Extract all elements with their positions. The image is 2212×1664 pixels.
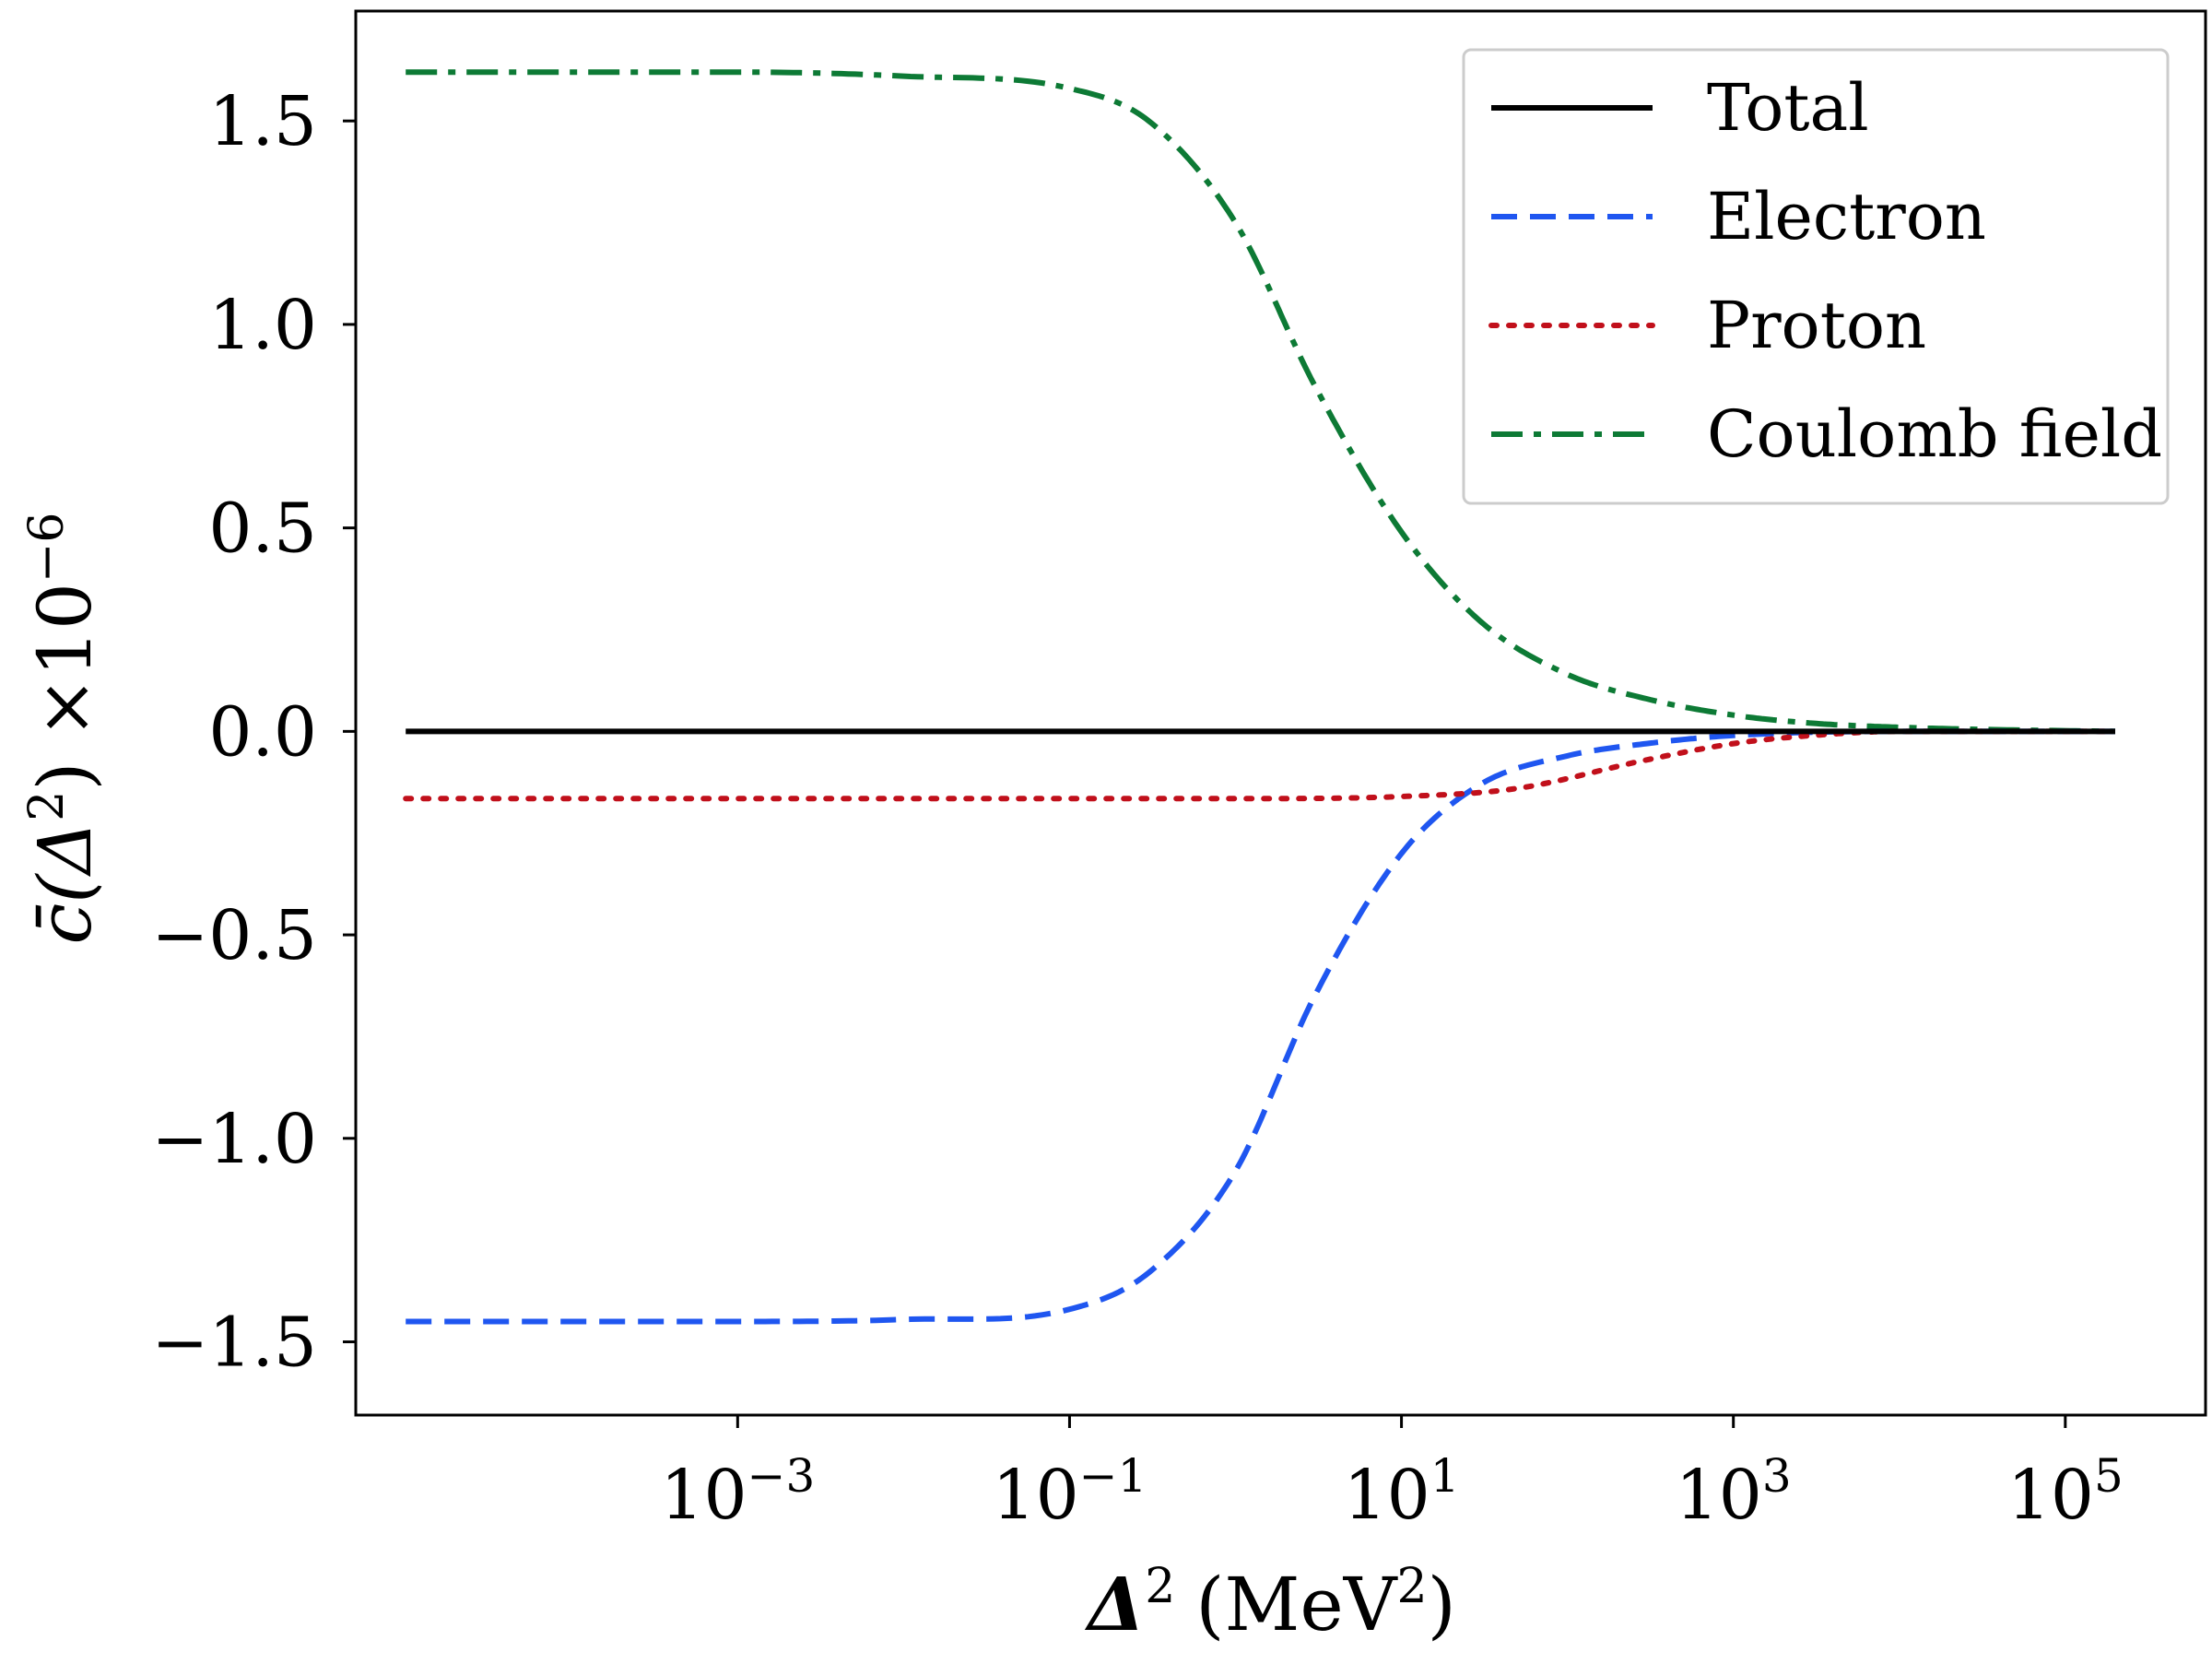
y-tick-label: 0.5 (208, 490, 317, 569)
y-axis-label-close: ) ×10 (22, 583, 108, 790)
series-line-coulomb-field (406, 69, 2116, 735)
legend-label: Total (1707, 70, 1869, 146)
x-axis-label-unit: (MeV (1195, 1562, 1397, 1647)
legend-label: Coulomb field (1707, 396, 2162, 472)
legend: Total Electron Proton Coulomb field (1462, 48, 2170, 505)
axes-layer: 10−3 10−1 101 103 105 1.5 1.0 0.5 0.0 −0.5 −1.0 −1.… (151, 9, 2207, 1535)
x-axis-label-unit-sup: 2 (1397, 1559, 1428, 1614)
plot-layer (403, 69, 2118, 1325)
y-tick-label: −1.0 (151, 1100, 317, 1179)
x-tick-label: 10−1 (993, 1449, 1147, 1535)
y-tick-label: 1.5 (208, 82, 317, 161)
legend-label: Proton (1707, 288, 1926, 363)
y-axis-label-sup: 2 (19, 791, 75, 821)
y-tick-label: −0.5 (151, 896, 317, 975)
series-line-proton (403, 728, 2118, 802)
x-tick-label: 105 (2007, 1449, 2124, 1535)
y-tick-label: 1.0 (208, 286, 317, 365)
plot-frame (354, 9, 2207, 1417)
x-axis-label: Δ2 (MeV2) (1084, 1559, 1456, 1647)
x-tick-label: 10−3 (660, 1449, 815, 1535)
legend-label: Electron (1707, 179, 1986, 254)
y-tick-label: −1.5 (151, 1304, 317, 1383)
x-axis-label-unit-close: ) (1428, 1562, 1456, 1647)
y-axis-label-exp: −6 (19, 512, 75, 583)
x-tick-label: 101 (1344, 1449, 1460, 1535)
y-axis-label: c̄(Δ2) ×10−6 (19, 512, 108, 944)
legend-box (1462, 48, 2170, 505)
x-axis-label-sup: 2 (1145, 1559, 1175, 1614)
x-tick-label: 103 (1676, 1449, 1792, 1535)
y-tick-label: 0.0 (208, 692, 317, 772)
x-axis-label-symbol: Δ (1084, 1561, 1145, 1647)
series-line-electron (406, 728, 2115, 1325)
y-axis-label-main: c̄(Δ (22, 821, 108, 945)
